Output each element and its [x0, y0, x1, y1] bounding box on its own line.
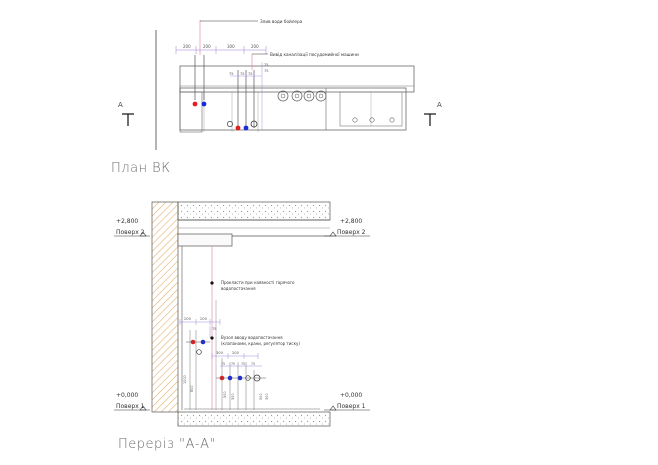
section-vdim-text: 300 [265, 394, 269, 400]
plan-burner [303, 90, 315, 102]
callout-dot [210, 336, 214, 340]
plan-hot-pipe-marker [192, 101, 198, 107]
section-upper-slab [177, 201, 331, 221]
section-dim-text: 200 [200, 317, 208, 321]
section-dim-text: 200 [232, 351, 240, 355]
plan-sink-drain [389, 117, 395, 123]
plan-valve-marker [227, 121, 233, 127]
plan-cold-pipe-marker [243, 125, 249, 131]
level-mark-left-upper: +2,800 Поверх 2 [114, 218, 150, 237]
section-vdim-text: 800 [190, 386, 194, 392]
section-mark-left: А [118, 101, 134, 126]
callout-hot-water-line2: водопостачання [221, 286, 256, 291]
plan-dim-text: 300 [227, 44, 235, 49]
svg-text:Поверх 1: Поверх 1 [116, 403, 145, 410]
section-dimension-upper [179, 319, 221, 338]
plan-hot-pipe-marker [235, 125, 241, 131]
plan-dim-text: 75 [264, 63, 268, 67]
section-dim-text: 75 [221, 362, 225, 366]
level-mark-right-lower: +0,000 Поверх 1 [324, 392, 370, 411]
plan-burner [315, 90, 327, 102]
section-dim-text: 200 [184, 317, 192, 321]
svg-text:+2,800: +2,800 [340, 218, 362, 225]
svg-text:А: А [118, 101, 123, 109]
svg-text:Поверх 1: Поверх 1 [337, 403, 366, 410]
section-title: Переріз "А-А" [118, 437, 216, 452]
plan-drain-marker [250, 120, 258, 128]
callout-boiler-drain: Злив води бойлера [260, 19, 303, 24]
callout-dishwasher-drain: Вивід каналізації посудомийної машини [270, 52, 359, 57]
plan-view: 200 200 300 200 75 75 75 75 75 Злив води… [118, 19, 442, 150]
plan-dim-text: 200 [251, 44, 259, 49]
plan-dim-text: 75 [229, 72, 233, 76]
section-upper-beam [177, 233, 233, 247]
section-dimension-lower [211, 353, 262, 367]
plan-burner [277, 90, 289, 102]
plan-left-cabinet [179, 91, 203, 133]
section-mark-right: А [424, 101, 442, 126]
callout-dot [210, 281, 214, 285]
section-dim-text: 75 [251, 362, 255, 366]
callout-hot-water-line1: Прокласти при наявності гарячого [221, 280, 295, 285]
svg-text:Поверх 2: Поверх 2 [337, 229, 366, 236]
plan-burner [291, 90, 303, 102]
section-dim-text: 75 [212, 327, 217, 331]
plan-title: План ВК [111, 161, 171, 176]
svg-text:+0,000: +0,000 [116, 392, 138, 399]
section-wall [151, 201, 179, 413]
svg-text:Поверх 2: Поверх 2 [116, 229, 145, 236]
plan-dim-text: 75 [264, 69, 268, 73]
plan-dim-text: 200 [203, 44, 211, 49]
section-dim-text: 300 [216, 351, 224, 355]
svg-text:А: А [437, 101, 442, 109]
svg-text:+2,800: +2,800 [116, 218, 138, 225]
section-dim-text: 75 [231, 362, 235, 366]
plan-burner [318, 93, 324, 99]
callout-supply-node-line1: Вузол вводу водопостачання [221, 335, 283, 340]
plan-dim-text: 200 [183, 44, 191, 49]
plan-dimension-top [175, 46, 267, 54]
plan-dim-text: 75 [240, 72, 244, 76]
plan-burner [306, 93, 312, 99]
callout-supply-node-line2: (клапанами, крани, регулятор тиску) [221, 341, 300, 346]
section-vdim-text: 500 [259, 394, 263, 400]
plan-dimension-small [230, 62, 263, 130]
section-vdim-text: 300 [231, 394, 235, 400]
section-vdim-text: 500 [223, 392, 227, 398]
plan-sink-drain [352, 117, 358, 123]
svg-text:+0,000: +0,000 [340, 392, 362, 399]
plan-cold-pipe-marker [201, 101, 207, 107]
section-dim-text: 75 [241, 362, 245, 366]
section-view: 200 200 75 300 200 75 75 75 75 1000 800 … [114, 201, 370, 427]
plan-burner [280, 93, 286, 99]
level-mark-right-upper: +2,800 Поверх 2 [324, 218, 370, 237]
plan-burner [294, 93, 300, 99]
plan-sink-drain [369, 117, 375, 123]
section-lower-slab [177, 411, 331, 427]
section-vdim-text: 1000 [183, 375, 187, 384]
plan-cabinet-base [179, 87, 407, 131]
plan-counter [179, 65, 415, 93]
section-valve-marker [196, 349, 202, 355]
level-mark-left-lower: +0,000 Поверх 1 [114, 392, 150, 411]
plan-dim-text: 75 [248, 72, 252, 76]
